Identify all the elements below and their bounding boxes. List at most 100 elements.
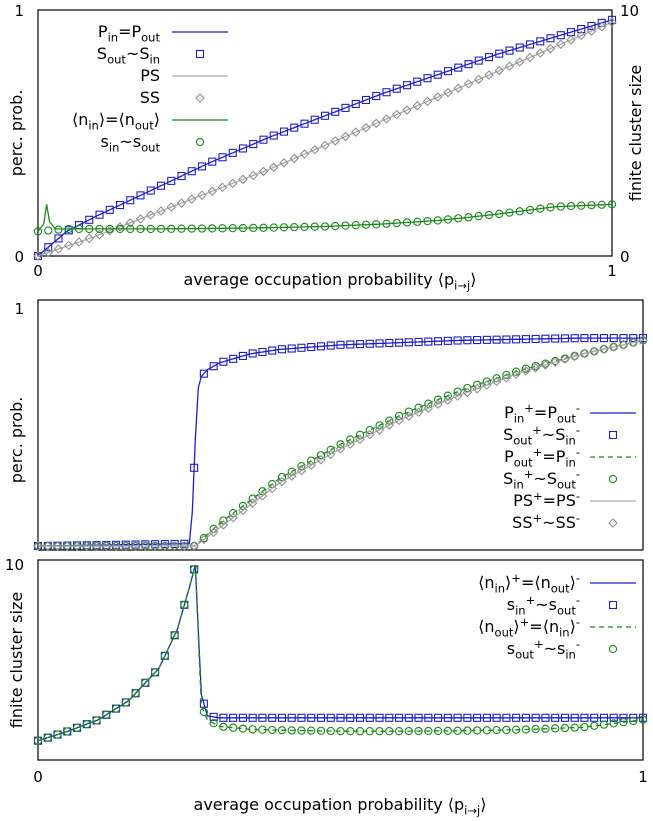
- data-point-2-3-7: [102, 710, 111, 719]
- data-point-0-3-8: [115, 222, 125, 232]
- data-point-1-3-31: [336, 440, 345, 449]
- legend-label-0-2: PS: [140, 66, 160, 85]
- data-point-1-1-42: [443, 336, 452, 345]
- data-point-1-1-26: [287, 344, 296, 353]
- data-point-0-1-15: [187, 167, 196, 176]
- data-point-1-5-42: [443, 395, 453, 405]
- data-point-2-1-38: [404, 713, 413, 722]
- data-point-1-1-24: [268, 346, 277, 355]
- data-point-0-5-28: [320, 222, 330, 231]
- data-point-0-1-48: [525, 40, 535, 49]
- data-point-0-1-44: [484, 53, 494, 62]
- data-point-2-1-44: [463, 713, 472, 722]
- data-point-0-5-9: [126, 224, 135, 234]
- data-point-2-1-57: [590, 713, 599, 722]
- legend-swatch-0-3: [195, 93, 205, 103]
- data-point-2-1-52: [541, 713, 550, 722]
- data-point-2-1-23: [258, 713, 267, 722]
- data-point-1-3-23: [258, 487, 267, 496]
- data-point-1-5-29: [316, 455, 326, 465]
- data-point-2-1-60: [619, 713, 628, 722]
- data-point-1-1-56: [580, 334, 589, 343]
- data-point-2-3-21: [238, 724, 248, 733]
- data-point-1-1-44: [463, 336, 472, 345]
- data-point-2-3-22: [248, 725, 257, 734]
- legend-label-1-1: Sout+~Sin-: [503, 423, 580, 448]
- data-point-0-1-34: [382, 88, 391, 97]
- data-point-0-1-46: [505, 46, 514, 55]
- data-point-0-5-46: [505, 208, 514, 217]
- legend-label-1-0: Pin+=Pout-: [504, 401, 580, 426]
- data-point-1-1-32: [346, 340, 355, 349]
- data-point-0-1-37: [413, 77, 422, 86]
- data-point-2-1-29: [316, 713, 326, 722]
- legend-swatch-1-1: [608, 430, 618, 440]
- data-point-2-3-12: [150, 668, 160, 677]
- data-point-0-5-49: [536, 204, 545, 213]
- data-point-2-3-4: [72, 723, 82, 732]
- data-point-0-5-34: [382, 219, 391, 228]
- data-point-1-5-22: [247, 498, 258, 508]
- data-point-1-1-47: [492, 335, 501, 344]
- data-point-1-1-22: [248, 349, 257, 358]
- data-point-0-1-9: [126, 196, 135, 205]
- data-point-1-1-29: [316, 342, 326, 351]
- data-point-0-5-32: [361, 220, 371, 229]
- data-point-2-3-23: [258, 725, 267, 734]
- data-point-0-5-10: [136, 224, 145, 234]
- data-point-0-5-15: [187, 224, 196, 233]
- data-point-1-1-36: [385, 338, 394, 348]
- data-point-1-1-33: [355, 340, 365, 349]
- data-point-0-3-14: [176, 198, 187, 208]
- data-point-0-3-37: [412, 101, 422, 111]
- data-point-0-1-10: [136, 191, 145, 200]
- data-point-2-3-52: [541, 724, 550, 733]
- data-point-0-5-31: [351, 221, 360, 230]
- data-point-1-5-31: [335, 444, 346, 454]
- data-point-2-3-32: [346, 727, 355, 736]
- data-point-1-5-34: [365, 429, 375, 440]
- data-point-0-1-38: [423, 74, 432, 83]
- data-point-0-1-22: [259, 135, 268, 144]
- data-point-0-1-32: [361, 95, 371, 105]
- data-point-1-5-6: [91, 541, 102, 551]
- data-point-2-3-20: [229, 723, 238, 732]
- data-point-1-5-16: [189, 541, 199, 551]
- data-point-1-5-3: [62, 541, 72, 551]
- data-point-0-5-55: [597, 200, 606, 209]
- data-point-0-5-43: [474, 212, 483, 221]
- panel-middle: 1 perc. prob. Pin+=Pout-Sout+~Sin-Pout+=…: [7, 299, 648, 551]
- panel-top-ylabel-left: perc. prob.: [7, 90, 26, 177]
- data-point-0-5-29: [331, 221, 340, 231]
- data-point-2-1-25: [277, 713, 287, 722]
- data-point-2-1-46: [482, 713, 491, 722]
- data-point-2-3-47: [492, 725, 501, 735]
- data-point-2-1-20: [229, 713, 238, 722]
- data-point-0-5-22: [259, 223, 268, 232]
- data-point-0-3-51: [556, 39, 566, 49]
- data-point-0-3-27: [310, 144, 320, 155]
- panel-top-ytick-left-1: 1: [14, 2, 24, 20]
- data-point-2-1-32: [346, 713, 355, 722]
- data-point-0-5-53: [577, 201, 586, 210]
- data-point-2-3-42: [443, 726, 452, 736]
- data-point-2-3-39: [414, 726, 423, 736]
- data-point-0-5-24: [279, 223, 289, 232]
- data-point-0-5-36: [402, 218, 412, 227]
- data-point-1-5-43: [452, 391, 463, 401]
- data-point-0-5-23: [269, 223, 278, 232]
- data-point-1-5-12: [150, 541, 160, 551]
- data-point-1-1-43: [453, 336, 462, 345]
- data-point-2-3-27: [297, 726, 306, 735]
- data-point-1-1-62: [638, 334, 648, 343]
- data-point-0-1-1: [44, 243, 53, 252]
- data-point-1-5-51: [530, 363, 541, 373]
- legend-label-1-3: Sin+~Sout-: [503, 467, 580, 492]
- data-point-2-1-45: [473, 713, 482, 722]
- data-point-0-1-39: [433, 70, 442, 79]
- data-point-2-3-3: [63, 727, 72, 736]
- data-point-2-1-56: [580, 713, 589, 722]
- data-point-2-1-42: [443, 713, 452, 722]
- data-point-2-1-19: [219, 713, 228, 722]
- data-point-1-3-40: [424, 399, 433, 408]
